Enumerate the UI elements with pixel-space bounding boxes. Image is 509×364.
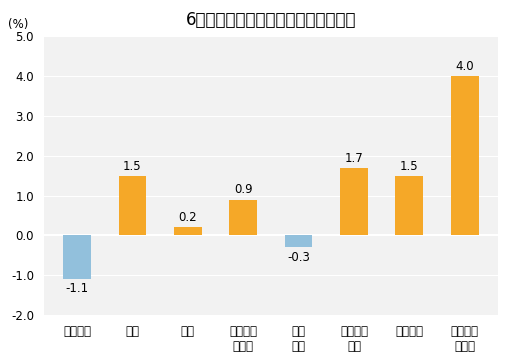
Text: (%): (%) — [8, 17, 28, 31]
Bar — [174, 228, 202, 236]
Bar — [340, 168, 368, 236]
Text: 1.5: 1.5 — [400, 159, 418, 173]
Bar — [63, 236, 91, 279]
Text: 1.5: 1.5 — [123, 159, 142, 173]
Text: 0.2: 0.2 — [179, 211, 197, 224]
Text: 4.0: 4.0 — [456, 60, 474, 73]
Text: -0.3: -0.3 — [287, 250, 310, 264]
Bar — [451, 76, 478, 236]
Text: -1.1: -1.1 — [66, 282, 89, 296]
Bar — [285, 236, 313, 248]
Text: 1.7: 1.7 — [345, 151, 363, 165]
Bar — [395, 176, 423, 236]
Text: 0.9: 0.9 — [234, 183, 252, 197]
Title: 6月份居民消费价格分类别同比涨跌幅: 6月份居民消费价格分类别同比涨跌幅 — [186, 11, 356, 29]
Bar — [230, 199, 257, 236]
Bar — [119, 176, 146, 236]
